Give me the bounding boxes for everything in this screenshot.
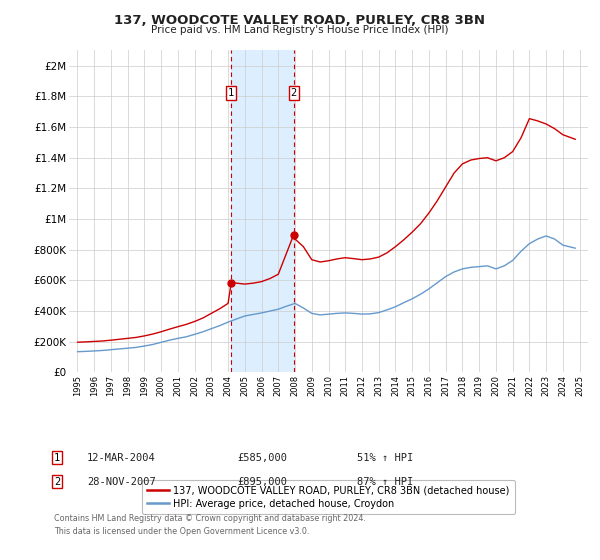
Text: 137, WOODCOTE VALLEY ROAD, PURLEY, CR8 3BN: 137, WOODCOTE VALLEY ROAD, PURLEY, CR8 3…	[115, 14, 485, 27]
Text: 1: 1	[54, 452, 60, 463]
Text: 87% ↑ HPI: 87% ↑ HPI	[357, 477, 413, 487]
Text: Contains HM Land Registry data © Crown copyright and database right 2024.
This d: Contains HM Land Registry data © Crown c…	[54, 514, 366, 535]
Text: £585,000: £585,000	[237, 452, 287, 463]
Text: 1: 1	[228, 88, 235, 99]
Legend: 137, WOODCOTE VALLEY ROAD, PURLEY, CR8 3BN (detached house), HPI: Average price,: 137, WOODCOTE VALLEY ROAD, PURLEY, CR8 3…	[142, 480, 515, 514]
Text: 2: 2	[290, 88, 296, 99]
Text: Price paid vs. HM Land Registry's House Price Index (HPI): Price paid vs. HM Land Registry's House …	[151, 25, 449, 35]
Text: £895,000: £895,000	[237, 477, 287, 487]
Text: 12-MAR-2004: 12-MAR-2004	[87, 452, 156, 463]
Text: 51% ↑ HPI: 51% ↑ HPI	[357, 452, 413, 463]
Bar	[231, 50, 293, 372]
Text: 2: 2	[54, 477, 60, 487]
Text: 28-NOV-2007: 28-NOV-2007	[87, 477, 156, 487]
